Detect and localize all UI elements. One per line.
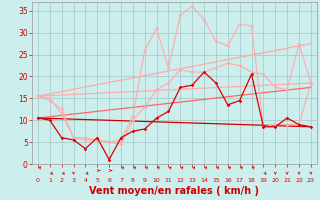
X-axis label: Vent moyen/en rafales ( km/h ): Vent moyen/en rafales ( km/h ) <box>89 186 260 196</box>
